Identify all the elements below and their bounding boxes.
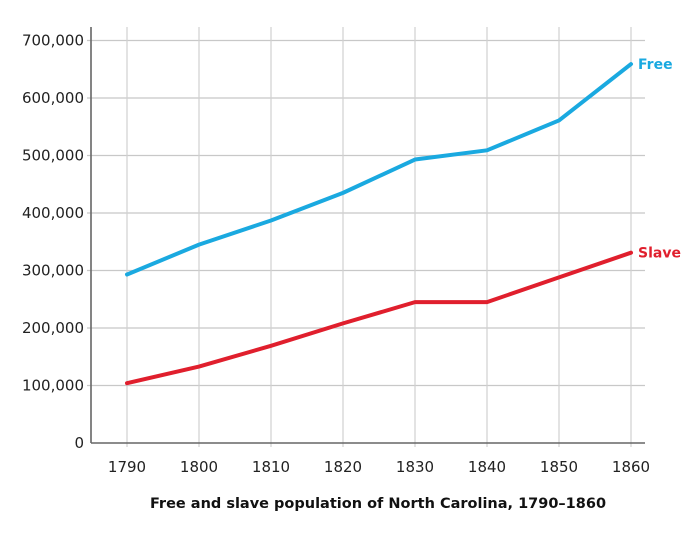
series-line-slave — [125, 250, 633, 386]
x-tick-label: 1830 — [396, 458, 434, 476]
x-tick-label: 1850 — [540, 458, 578, 476]
y-tick-label: 400,000 — [22, 204, 84, 222]
x-tick-label: 1810 — [252, 458, 290, 476]
y-tick-label: 300,000 — [22, 262, 84, 280]
y-tick-label: 200,000 — [22, 319, 84, 337]
x-tick-label: 1860 — [612, 458, 650, 476]
series-line-free — [125, 62, 633, 277]
x-tick-label: 1820 — [324, 458, 362, 476]
x-tick-label: 1840 — [468, 458, 506, 476]
series-lines: Free Slave — [125, 57, 681, 386]
y-tick-labels: 0 100,000 200,000 300,000 400,000 500,000 600,… — [22, 32, 84, 453]
y-tick-label: 0 — [74, 434, 84, 452]
series-label-free: Free — [638, 57, 673, 73]
y-tick-label: 700,000 — [22, 32, 84, 50]
y-tick-label: 100,000 — [22, 377, 84, 395]
x-tick-label: 1790 — [108, 458, 146, 476]
grid — [87, 27, 645, 447]
chart-title: Free and slave population of North Carol… — [150, 496, 606, 512]
series-label-slave: Slave — [638, 246, 681, 262]
y-tick-label: 600,000 — [22, 89, 84, 107]
y-tick-label: 500,000 — [22, 147, 84, 165]
x-tick-label: 1800 — [180, 458, 218, 476]
axes — [90, 27, 645, 444]
x-tick-labels: 1790 1800 1810 1820 1830 1840 1850 1860 — [108, 458, 650, 476]
